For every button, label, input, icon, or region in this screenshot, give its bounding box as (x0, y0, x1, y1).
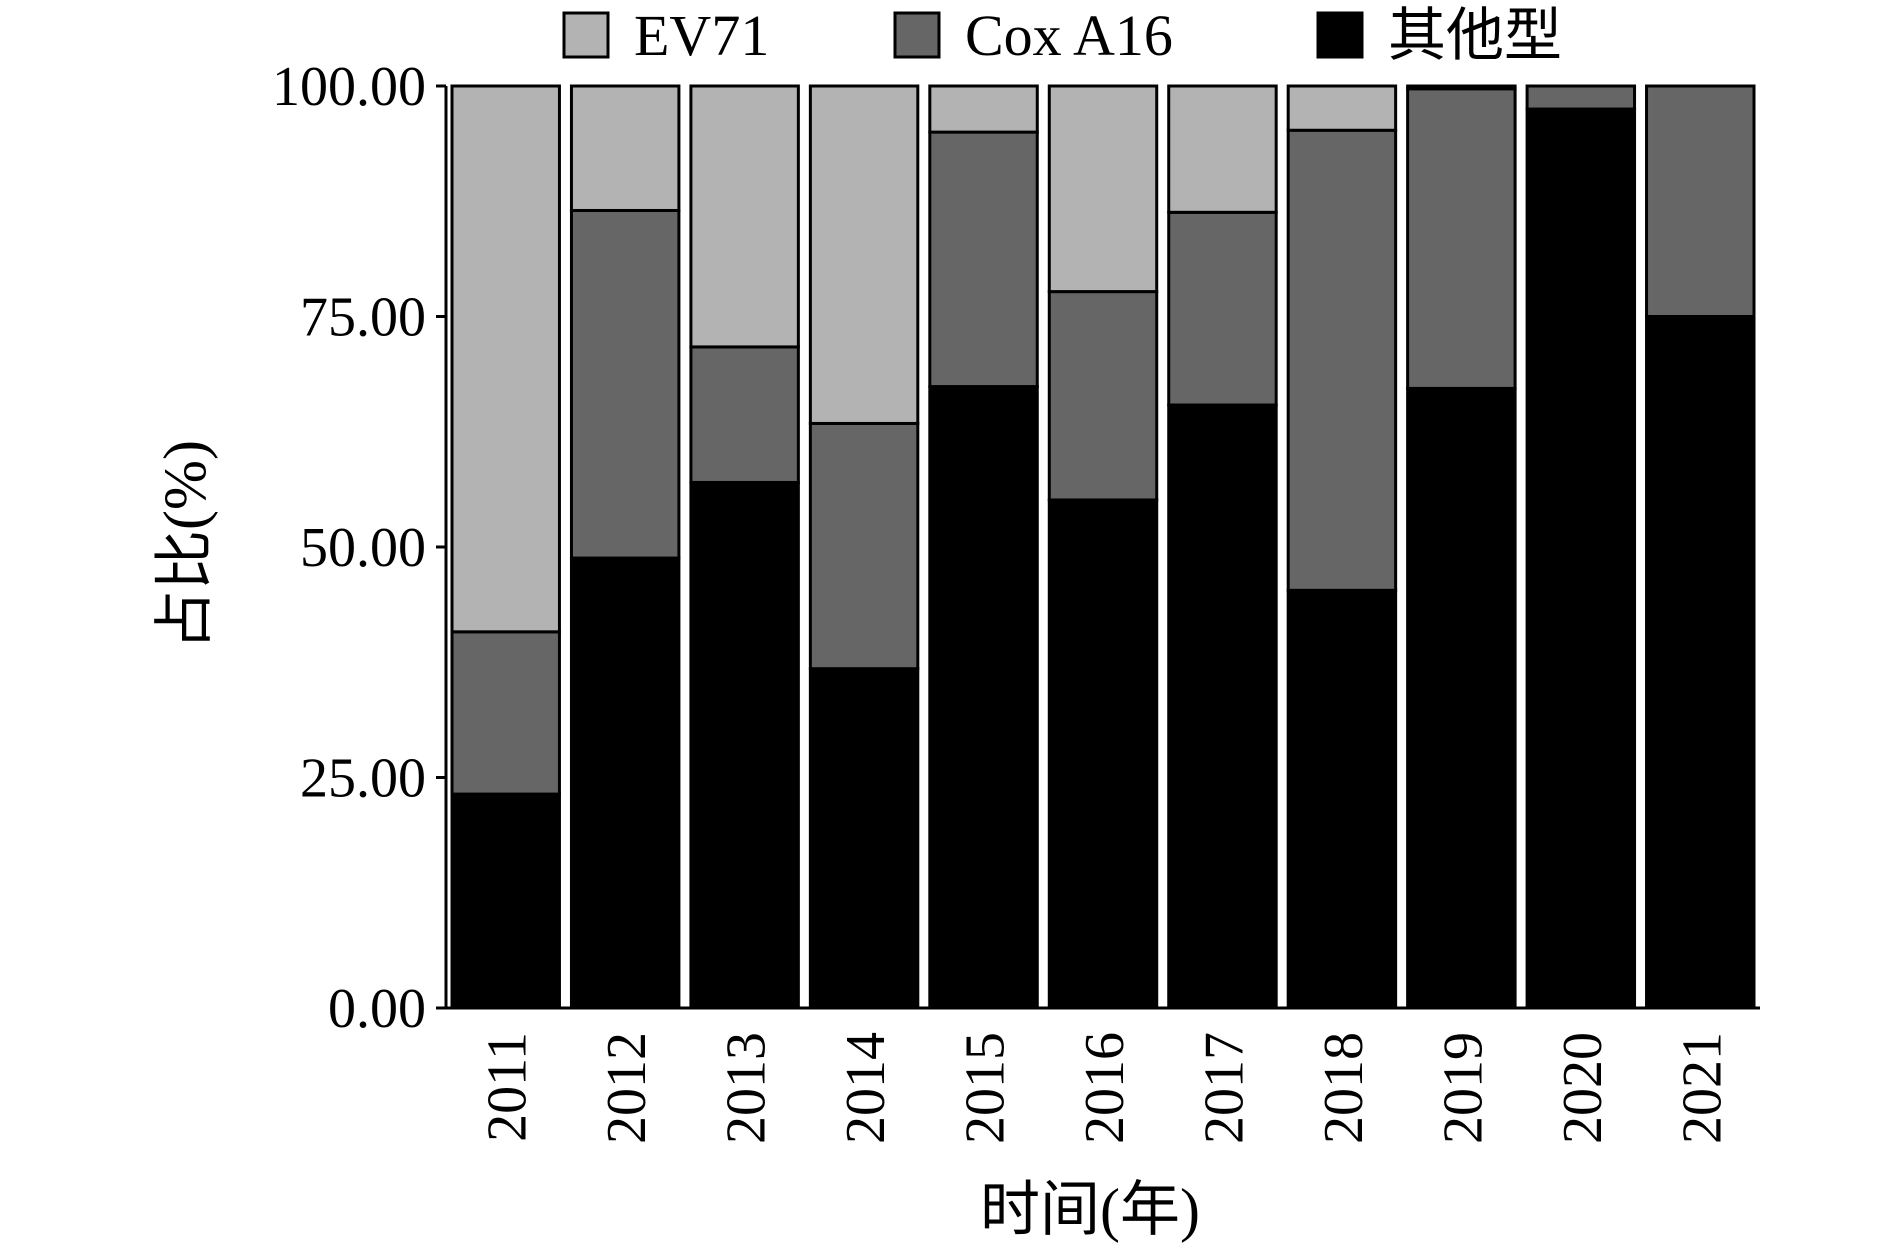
y-tick-label: 25.00 (300, 748, 426, 810)
bar-2011-series-1 (450, 630, 561, 796)
bars (450, 84, 1756, 1010)
x-tick-label: 2014 (835, 1032, 897, 1144)
y-tick-label: 0.00 (328, 978, 426, 1040)
x-tick-label: 2011 (477, 1032, 539, 1142)
bar-2020-series-1 (1525, 84, 1637, 111)
x-tick-label: 2012 (596, 1032, 658, 1144)
bar-2014-series-2 (808, 84, 920, 425)
legend-swatch (893, 11, 941, 59)
bar-2012-series-0 (569, 556, 681, 1010)
bar-2012-series-1 (569, 208, 681, 560)
bar-2013-series-1 (689, 345, 800, 484)
bar-2016-series-2 (1047, 84, 1159, 294)
bar-2011-series-2 (450, 84, 561, 634)
bar-2018-series-0 (1286, 588, 1398, 1010)
bar-2017-series-0 (1167, 403, 1278, 1010)
legend-label: EV71 (634, 3, 769, 68)
y-axis-title: 占比(%) (152, 440, 218, 650)
bar-2020-series-0 (1525, 107, 1637, 1010)
x-tick-label: 2015 (955, 1032, 1017, 1144)
bar-2019-series-0 (1406, 386, 1517, 1010)
legend-label: 其他型 (1388, 3, 1562, 68)
bar-2014-series-0 (808, 667, 920, 1010)
bar-2017-series-2 (1167, 84, 1278, 214)
bar-2016-series-0 (1047, 498, 1159, 1010)
bar-2012-series-2 (569, 84, 681, 212)
legend-swatch (562, 11, 610, 59)
bar-2011-series-0 (450, 792, 561, 1010)
legend-label: Cox A16 (965, 3, 1173, 68)
y-tick-label: 75.00 (300, 287, 426, 349)
x-tick-label: 2021 (1671, 1032, 1733, 1144)
x-tick-label: 2020 (1552, 1032, 1614, 1144)
bar-2016-series-1 (1047, 290, 1159, 502)
y-tick-label: 50.00 (300, 517, 426, 579)
x-axis-title: 时间(年) (980, 1177, 1200, 1243)
x-tick-label: 2018 (1313, 1032, 1375, 1144)
bar-2021-series-1 (1645, 84, 1756, 318)
x-tick-label: 2016 (1074, 1032, 1136, 1144)
bar-2018-series-2 (1286, 84, 1398, 132)
bar-2019-series-1 (1406, 87, 1517, 390)
bar-2015-series-1 (928, 130, 1039, 389)
bar-2013-series-2 (689, 84, 800, 349)
y-tick-label: 100.00 (272, 56, 426, 118)
bar-2019-series-2 (1406, 84, 1517, 91)
x-tick-label: 2017 (1193, 1032, 1255, 1144)
bar-2021-series-0 (1645, 315, 1756, 1010)
bar-2015-series-0 (928, 385, 1039, 1010)
bar-2013-series-0 (689, 480, 800, 1010)
legend: EV71 Cox A16 其他型 (562, 3, 1562, 68)
bar-2017-series-1 (1167, 210, 1278, 407)
x-tick-label: 2019 (1432, 1032, 1494, 1144)
bar-2014-series-1 (808, 421, 920, 671)
x-axis: 2011 2012 2013 2014 2015 2016 2017 2018 2019 2020… (446, 1006, 1760, 1144)
x-tick-label: 2013 (716, 1032, 778, 1144)
legend-swatch (1316, 11, 1364, 59)
bar-2018-series-1 (1286, 128, 1398, 592)
y-axis: 0.00 25.00 50.00 75.00 100.00 (272, 56, 448, 1040)
bar-2015-series-2 (928, 84, 1039, 134)
